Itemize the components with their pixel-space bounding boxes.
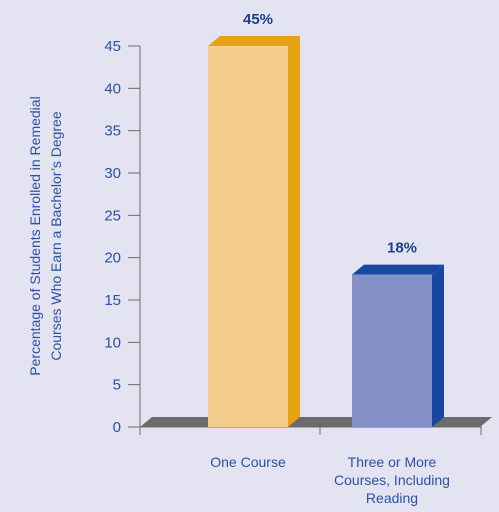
x-category-label: One Course [210,454,286,470]
y-tick-label: 35 [104,123,121,140]
y-tick-label: 40 [104,80,121,97]
bar-side [288,36,300,427]
x-category-label-line: One Course [210,454,286,470]
bar-side [432,264,444,427]
y-tick-label: 25 [104,207,121,224]
y-tick-label: 5 [113,377,121,394]
data-label: 18% [387,240,417,257]
y-tick-label: 30 [104,165,121,182]
y-axis-title: Percentage of Students Enrolled in Remed… [27,96,64,375]
x-category-label: Three or More Courses, Including Reading [334,454,450,506]
bar-front [352,274,432,427]
data-label: 45% [243,11,273,28]
bar-2 [352,264,444,427]
y-axis-title-line: Percentage of Students Enrolled in Remed… [27,96,43,375]
bar-top [208,36,300,46]
y-tick-label: 10 [104,334,121,351]
y-tick-label: 0 [113,419,121,436]
y-tick-label: 45 [104,38,121,55]
bar-top [352,264,444,275]
x-category-label-line: Reading [366,490,418,506]
y-tick-label: 20 [104,250,121,267]
bar-1 [208,36,300,427]
x-category-label-line: Courses, Including [334,472,450,488]
x-category-label-line: Three or More [348,454,437,470]
bar-front [208,46,288,427]
y-axis-title-line: Courses Who Earn a Bachelor’s Degree [48,111,64,360]
y-tick-label: 15 [104,292,121,309]
